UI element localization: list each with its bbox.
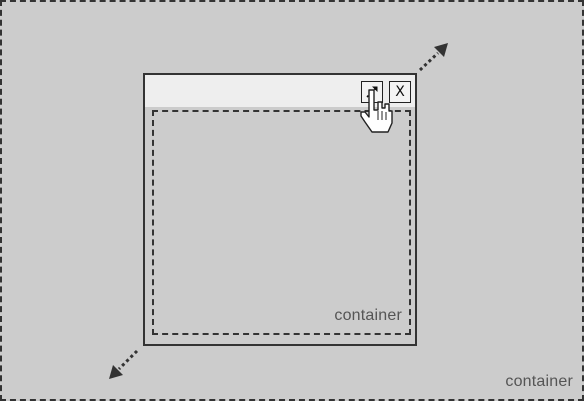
close-button-label: X [395,84,405,100]
window-titlebar[interactable]: X [145,75,415,107]
window: X container [143,73,417,346]
outer-container-label: container [505,373,573,390]
inner-container: container [152,110,411,335]
maximize-button[interactable] [361,81,383,103]
close-button[interactable]: X [389,81,411,103]
expand-arrow-icon [366,86,378,98]
inner-container-label: container [334,307,402,324]
